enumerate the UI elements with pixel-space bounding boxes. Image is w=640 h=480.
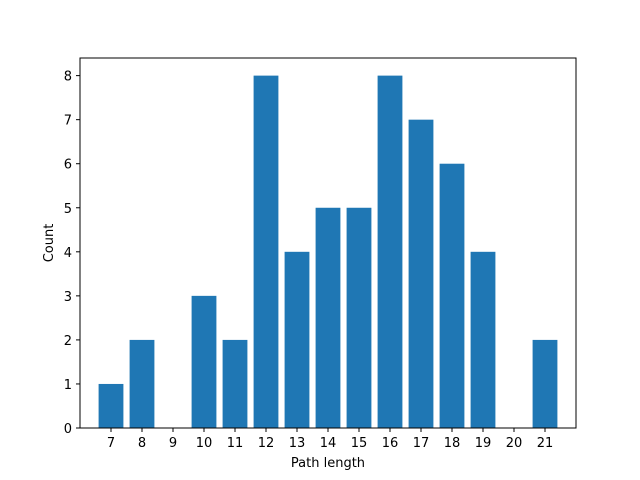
bar-12 [253,75,279,428]
y-tick-label-3: 3 [64,290,72,305]
bar-21 [532,339,558,428]
y-tick-label-4: 4 [64,246,72,261]
y-tick-label-1: 1 [64,378,72,393]
plot-frame [79,57,577,429]
x-tick-label-8: 8 [138,436,146,451]
bar-8 [129,339,155,428]
bar-18 [439,163,465,428]
x-tick-label-10: 10 [196,436,213,451]
bars-group [98,75,558,429]
y-tick-label-6: 6 [64,158,72,173]
y-axis-ticks: 0 1 2 3 4 5 6 7 8 [64,70,80,437]
x-tick-label-9: 9 [169,436,177,451]
bar-10 [191,295,217,428]
bar-13 [284,251,310,428]
x-tick-label-15: 15 [351,436,368,451]
bar-7 [98,383,124,428]
y-axis-label: Count [42,224,57,263]
bar-11 [222,339,248,428]
bar-14 [315,207,341,428]
y-tick-label-8: 8 [64,70,72,85]
x-axis-ticks: 7 8 9 10 11 12 13 14 15 16 17 18 19 20 21 [107,428,553,451]
x-tick-label-21: 21 [537,436,554,451]
x-tick-label-20: 20 [506,436,523,451]
x-tick-label-16: 16 [382,436,399,451]
y-tick-label-0: 0 [64,422,72,437]
y-tick-label-7: 7 [64,114,72,129]
bar-15 [346,207,372,428]
bar-16 [377,75,403,428]
x-axis-label: Path length [291,456,365,471]
x-tick-label-19: 19 [475,436,492,451]
x-tick-label-18: 18 [444,436,461,451]
x-tick-label-11: 11 [227,436,244,451]
x-tick-label-17: 17 [413,436,430,451]
x-tick-label-13: 13 [289,436,306,451]
y-tick-label-2: 2 [64,334,72,349]
bar-19 [470,251,496,428]
x-tick-label-7: 7 [107,436,115,451]
x-tick-label-12: 12 [258,436,275,451]
x-tick-label-14: 14 [320,436,337,451]
bar-17 [408,119,434,429]
y-tick-label-5: 5 [64,202,72,217]
